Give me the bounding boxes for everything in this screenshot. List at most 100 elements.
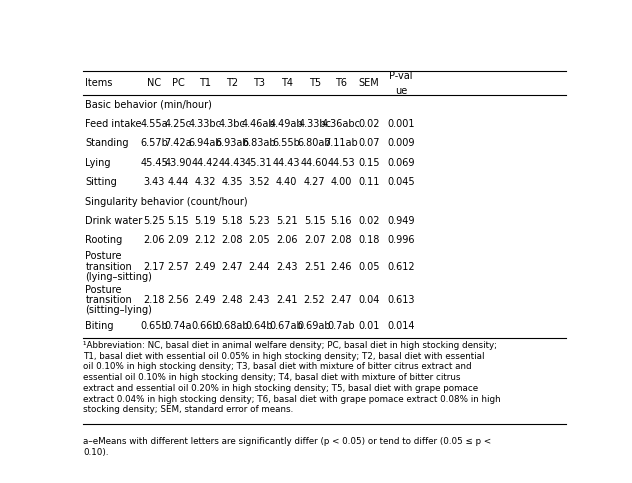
Text: 2.52: 2.52 (304, 295, 325, 305)
Text: 44.43: 44.43 (273, 158, 300, 168)
Text: Singularity behavior (count/hour): Singularity behavior (count/hour) (85, 197, 248, 207)
Text: 2.46: 2.46 (331, 262, 352, 271)
Text: 4.27: 4.27 (304, 177, 325, 187)
Text: 4.32: 4.32 (194, 177, 216, 187)
Text: 0.996: 0.996 (387, 235, 415, 245)
Text: 4.3bc: 4.3bc (219, 119, 245, 129)
Text: 44.43: 44.43 (218, 158, 246, 168)
Text: P-val: P-val (389, 71, 413, 81)
Text: 2.47: 2.47 (221, 262, 243, 271)
Text: 4.33bc: 4.33bc (298, 119, 331, 129)
Text: 4.00: 4.00 (331, 177, 352, 187)
Text: 0.05: 0.05 (358, 262, 380, 271)
Text: 4.49ab: 4.49ab (270, 119, 303, 129)
Text: T6: T6 (335, 78, 347, 88)
Text: 2.43: 2.43 (248, 295, 269, 305)
Text: 3.52: 3.52 (248, 177, 270, 187)
Text: 0.66b: 0.66b (191, 322, 219, 331)
Text: Rooting: Rooting (85, 235, 123, 245)
Text: 5.16: 5.16 (331, 216, 352, 226)
Text: Sitting: Sitting (85, 177, 117, 187)
Text: 5.19: 5.19 (194, 216, 216, 226)
Text: 5.25: 5.25 (143, 216, 165, 226)
Text: 2.47: 2.47 (331, 295, 352, 305)
Text: 7.11ab: 7.11ab (324, 139, 358, 148)
Text: 2.44: 2.44 (248, 262, 269, 271)
Text: ¹Abbreviation: NC, basal diet in animal welfare density; PC, basal diet in high : ¹Abbreviation: NC, basal diet in animal … (83, 341, 501, 414)
Text: 2.51: 2.51 (304, 262, 325, 271)
Text: 2.06: 2.06 (143, 235, 165, 245)
Text: 5.15: 5.15 (167, 216, 189, 226)
Text: Posture: Posture (85, 252, 122, 261)
Text: Lying: Lying (85, 158, 111, 168)
Text: 0.009: 0.009 (387, 139, 415, 148)
Text: 4.44: 4.44 (167, 177, 189, 187)
Text: 6.55b: 6.55b (273, 139, 301, 148)
Text: 0.18: 0.18 (358, 235, 380, 245)
Text: 4.25c: 4.25c (165, 119, 192, 129)
Text: 4.35: 4.35 (221, 177, 243, 187)
Text: 0.07: 0.07 (358, 139, 380, 148)
Text: 2.57: 2.57 (167, 262, 190, 271)
Text: 4.33bc: 4.33bc (188, 119, 221, 129)
Text: 45.31: 45.31 (245, 158, 272, 168)
Text: 0.613: 0.613 (387, 295, 415, 305)
Text: 4.40: 4.40 (276, 177, 298, 187)
Text: 0.64b: 0.64b (245, 322, 272, 331)
Text: 5.23: 5.23 (248, 216, 270, 226)
Text: 0.014: 0.014 (387, 322, 415, 331)
Text: 6.57b: 6.57b (140, 139, 168, 148)
Text: T4: T4 (281, 78, 293, 88)
Text: Feed intake: Feed intake (85, 119, 142, 129)
Text: a–eMeans with different letters are significantly differ (p < 0.05) or tend to d: a–eMeans with different letters are sign… (83, 437, 491, 457)
Text: 3.43: 3.43 (143, 177, 164, 187)
Text: 2.49: 2.49 (194, 262, 216, 271)
Text: SEM: SEM (358, 78, 379, 88)
Text: NC: NC (147, 78, 161, 88)
Text: T2: T2 (226, 78, 238, 88)
Text: 6.94ab: 6.94ab (188, 139, 222, 148)
Text: transition: transition (85, 295, 132, 305)
Text: 2.18: 2.18 (143, 295, 165, 305)
Text: ue: ue (394, 85, 407, 96)
Text: 5.18: 5.18 (221, 216, 243, 226)
Text: 2.05: 2.05 (248, 235, 270, 245)
Text: 45.45: 45.45 (140, 158, 168, 168)
Text: T1: T1 (199, 78, 211, 88)
Text: 0.69ab: 0.69ab (298, 322, 331, 331)
Text: 2.48: 2.48 (221, 295, 243, 305)
Text: Drink water: Drink water (85, 216, 143, 226)
Text: 2.17: 2.17 (143, 262, 165, 271)
Text: 44.53: 44.53 (327, 158, 355, 168)
Text: 0.67ab: 0.67ab (270, 322, 303, 331)
Text: 0.7ab: 0.7ab (327, 322, 355, 331)
Text: 0.949: 0.949 (387, 216, 415, 226)
Text: 0.68ab: 0.68ab (215, 322, 248, 331)
Text: (lying–sitting): (lying–sitting) (85, 272, 152, 282)
Text: T3: T3 (253, 78, 265, 88)
Text: 2.08: 2.08 (331, 235, 352, 245)
Text: 5.21: 5.21 (276, 216, 298, 226)
Text: 6.80ab: 6.80ab (298, 139, 331, 148)
Text: 0.74a: 0.74a (165, 322, 192, 331)
Text: 6.83ab: 6.83ab (242, 139, 276, 148)
Text: (sitting–lying): (sitting–lying) (85, 305, 152, 315)
Text: 0.612: 0.612 (387, 262, 415, 271)
Text: 2.09: 2.09 (167, 235, 189, 245)
Text: 0.02: 0.02 (358, 216, 380, 226)
Text: PC: PC (172, 78, 185, 88)
Text: 0.001: 0.001 (387, 119, 415, 129)
Text: 43.90: 43.90 (165, 158, 192, 168)
Text: 0.069: 0.069 (387, 158, 415, 168)
Text: 2.07: 2.07 (304, 235, 325, 245)
Text: T5: T5 (308, 78, 320, 88)
Text: 6.93ab: 6.93ab (215, 139, 248, 148)
Text: 4.55a: 4.55a (140, 119, 167, 129)
Text: 0.04: 0.04 (358, 295, 380, 305)
Text: 44.60: 44.60 (301, 158, 329, 168)
Text: Posture: Posture (85, 285, 122, 295)
Text: Biting: Biting (85, 322, 114, 331)
Text: 2.49: 2.49 (194, 295, 216, 305)
Text: 2.56: 2.56 (167, 295, 189, 305)
Text: Items: Items (85, 78, 112, 88)
